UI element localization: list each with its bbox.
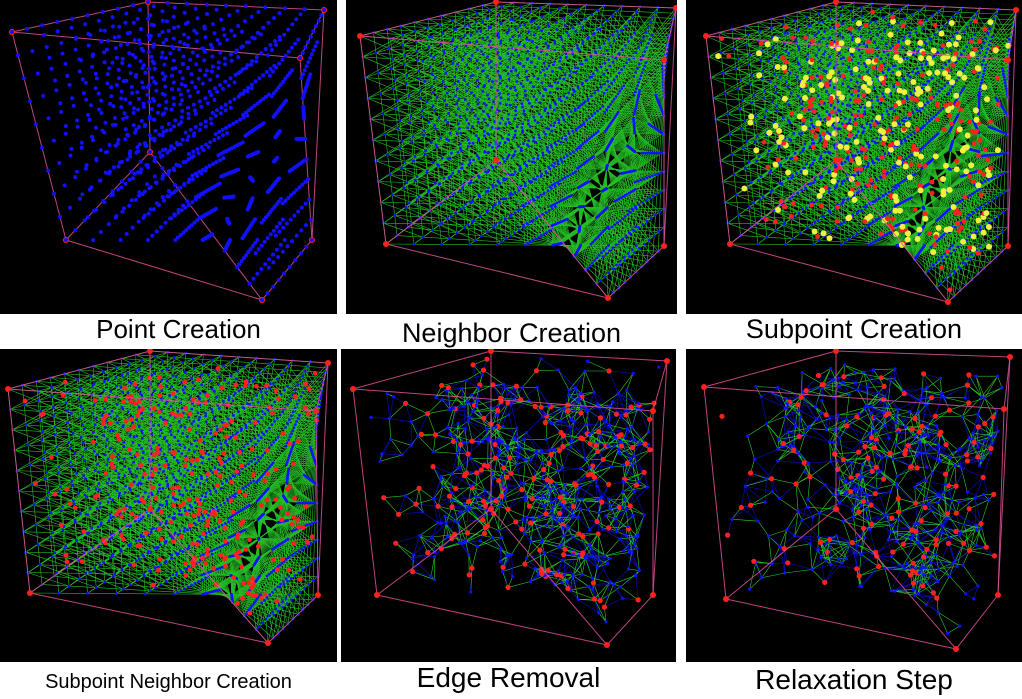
subpoint-creation-render	[703, 0, 1019, 305]
point-creation-render	[9, 0, 327, 303]
caption-point-creation: Point Creation	[0, 316, 357, 342]
panel-subpoint-creation	[686, 0, 1022, 314]
subpoint-neighbor-creation-render	[5, 349, 331, 646]
panel-relaxation-step	[686, 349, 1022, 662]
caption-neighbor-creation: Neighbor Creation	[346, 320, 677, 347]
panel-neighbor-creation	[346, 0, 677, 314]
caption-edge-removal: Edge Removal	[341, 664, 676, 692]
edge-removal-render	[350, 349, 670, 648]
panel-point-creation	[0, 0, 337, 314]
panel-subpoint-neighbor-creation	[0, 349, 337, 662]
neighbor-creation-render	[357, 0, 677, 301]
caption-relaxation-step: Relaxation Step	[686, 666, 1022, 694]
panel-edge-removal	[341, 349, 676, 662]
caption-subpoint-creation: Subpoint Creation	[686, 316, 1022, 343]
caption-subpoint-neighbor-creation: Subpoint Neighbor Creation	[0, 672, 337, 692]
relaxation-step-render	[701, 349, 1013, 652]
